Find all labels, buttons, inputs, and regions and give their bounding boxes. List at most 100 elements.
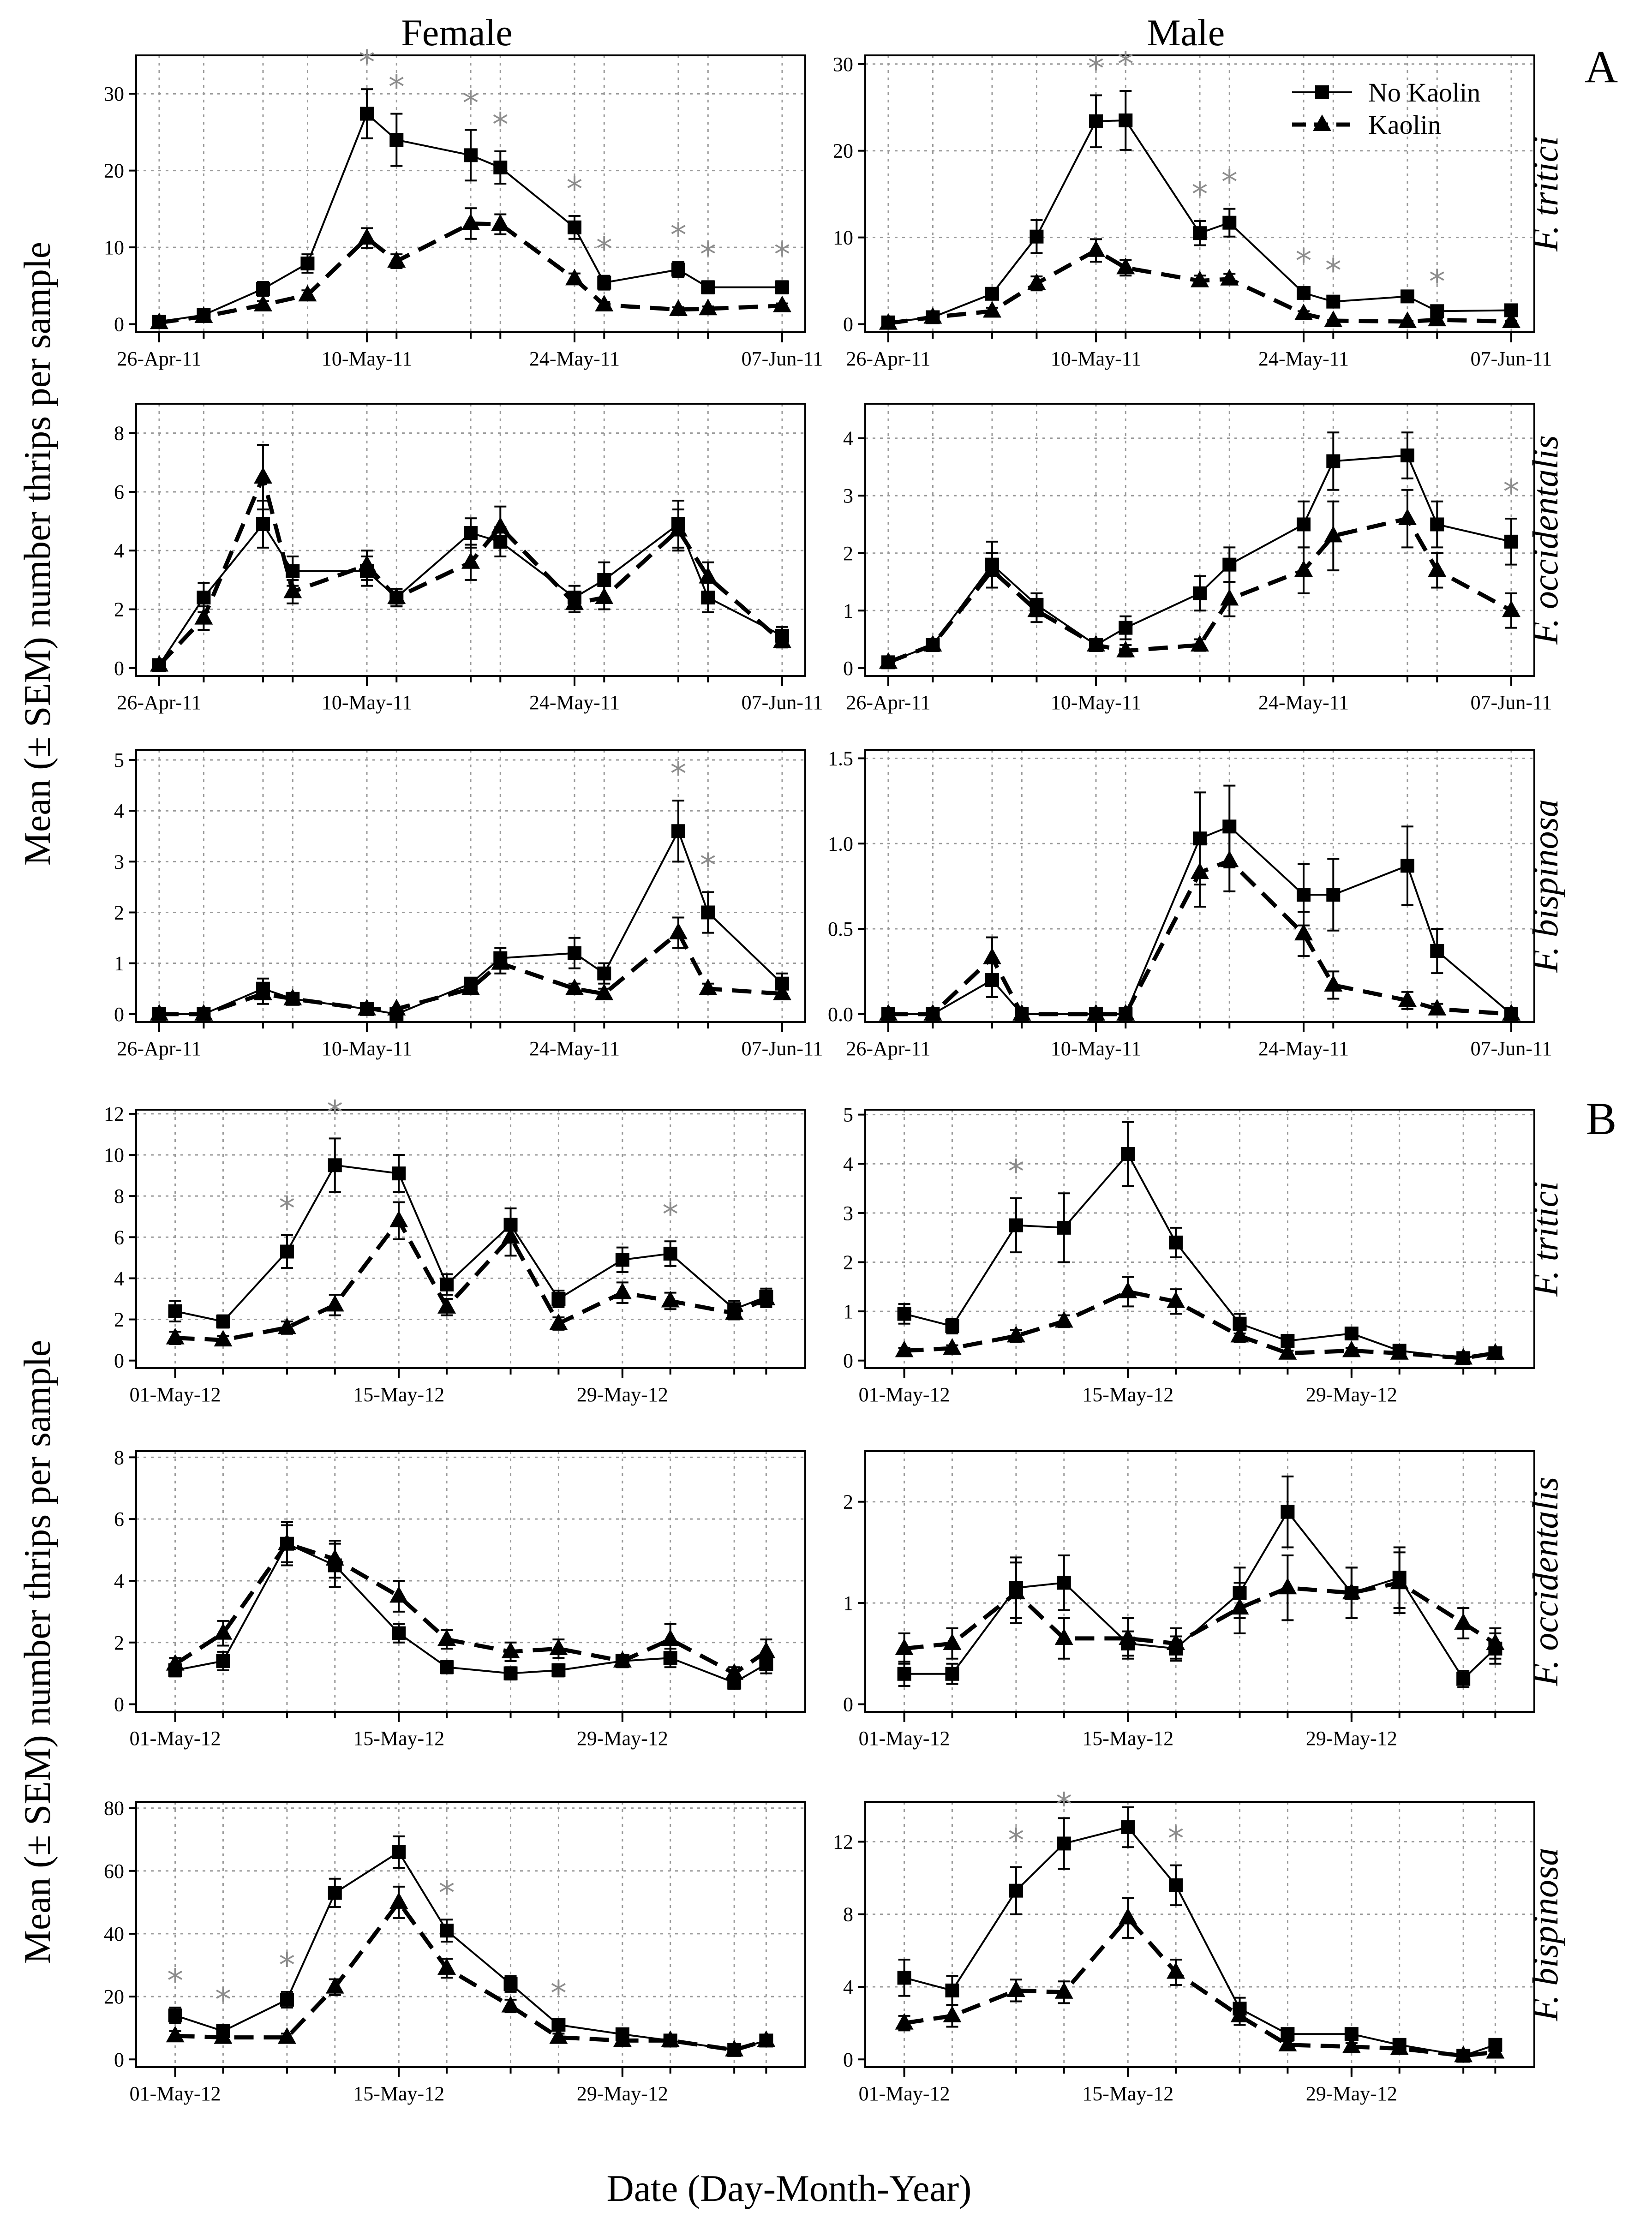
data-point-triangle xyxy=(254,467,272,484)
data-point-square xyxy=(1169,1878,1183,1892)
x-tick-label: 07-Jun-11 xyxy=(1471,691,1552,714)
series-no-kaolin xyxy=(168,1137,773,1329)
significance-asterisk: * xyxy=(279,1190,295,1227)
series-kaolin xyxy=(166,1201,776,1347)
data-point-triangle xyxy=(1087,240,1105,257)
data-point-triangle xyxy=(595,587,614,604)
data-point-triangle xyxy=(1502,1004,1520,1021)
data-point-triangle xyxy=(1220,850,1239,867)
data-point-triangle xyxy=(1324,311,1343,328)
series-kaolin xyxy=(150,916,791,1021)
data-point-triangle xyxy=(565,269,584,286)
data-point-square xyxy=(464,148,478,162)
chart-9: 0 2 4 6 8 01-May-12 15-May-12 29-May-12 xyxy=(114,1446,806,1750)
x-tick-label: 10-May-11 xyxy=(322,1037,412,1060)
data-point-square xyxy=(1504,534,1518,549)
data-point-triangle xyxy=(1398,508,1417,526)
y-tick-label: 8 xyxy=(114,1185,124,1208)
data-point-triangle xyxy=(325,1549,344,1566)
y-tick-label: 0 xyxy=(843,1350,853,1372)
data-point-square xyxy=(897,1971,911,1985)
y-tick-label: 4 xyxy=(843,427,853,450)
series-line xyxy=(175,1900,767,2052)
significance-asterisk: * xyxy=(167,1962,183,2000)
y-tick-label: 2 xyxy=(843,542,853,565)
x-tick-label: 15-May-12 xyxy=(353,1727,444,1750)
data-point-triangle xyxy=(669,922,688,939)
data-point-triangle xyxy=(983,301,1001,318)
y-tick-label: 0 xyxy=(843,2048,853,2071)
data-point-square xyxy=(1222,215,1237,230)
x-tick-label: 07-Jun-11 xyxy=(742,1037,823,1060)
data-point-triangle xyxy=(437,1629,456,1646)
x-tick-label: 29-May-12 xyxy=(1306,1727,1397,1750)
data-point-triangle xyxy=(773,295,791,312)
data-point-square xyxy=(1401,859,1414,873)
data-point-triangle xyxy=(1027,273,1046,290)
col-title-female: Female xyxy=(401,12,512,54)
data-point-square xyxy=(1169,1235,1183,1249)
data-point-square xyxy=(701,280,715,294)
x-tick-label: 10-May-11 xyxy=(1051,1037,1141,1060)
series-no-kaolin xyxy=(152,500,789,672)
series-line xyxy=(175,1219,767,1342)
data-point-square xyxy=(1119,621,1133,635)
data-point-triangle xyxy=(895,1638,914,1655)
data-point-triangle xyxy=(1167,1291,1185,1308)
chart-4: 0 1 2 3 4 26-Apr-11 10-May-11 24-May-11 07-Jun-1… xyxy=(843,403,1565,714)
data-point-triangle xyxy=(1428,310,1447,327)
data-point-square xyxy=(1326,294,1341,309)
y-tick-label: 20 xyxy=(104,160,124,182)
x-tick-label: 24-May-11 xyxy=(1258,691,1349,714)
significance-asterisk: * xyxy=(1325,251,1341,289)
data-point-square xyxy=(1401,448,1414,463)
y-tick-label: 0 xyxy=(843,657,853,680)
species-label: F. tritici xyxy=(1525,1181,1565,1297)
data-point-triangle xyxy=(1294,924,1313,941)
data-point-triangle xyxy=(1294,303,1313,320)
x-tick-label: 26-Apr-11 xyxy=(846,691,930,714)
data-point-triangle xyxy=(150,1004,168,1021)
x-tick-label: 15-May-12 xyxy=(1082,1383,1173,1406)
x-tick-label: 10-May-11 xyxy=(1051,347,1141,370)
data-point-triangle xyxy=(283,988,302,1005)
data-point-triangle xyxy=(325,1295,344,1312)
y-tick-label: 1 xyxy=(843,1300,853,1323)
data-point-triangle xyxy=(773,631,791,648)
data-point-triangle xyxy=(661,1291,680,1308)
data-point-square xyxy=(1119,113,1133,127)
data-point-triangle xyxy=(757,1288,776,1305)
y-tick-label: 8 xyxy=(114,1446,124,1469)
y-tick-label: 0 xyxy=(114,2048,124,2071)
chart-12: 0 4 8 12 01-May-12 15-May-12 29-May-12 * * * F. bi… xyxy=(833,1786,1565,2105)
plot-frame xyxy=(864,1450,1535,1713)
chart-6: 0.0 0.5 1.0 1.5 26-Apr-11 10-May-11 24-May-11 0… xyxy=(828,747,1565,1060)
data-point-triangle xyxy=(1230,2005,1249,2022)
y-tick-label: 6 xyxy=(114,481,124,503)
data-point-triangle xyxy=(1087,635,1105,652)
y-tick-label: 1 xyxy=(114,952,124,975)
data-point-triangle xyxy=(595,983,614,1000)
significance-asterisk: * xyxy=(359,43,375,81)
y-tick-label: 1 xyxy=(843,599,853,622)
y-tick-label: 30 xyxy=(833,53,853,76)
data-point-triangle xyxy=(1012,1004,1031,1021)
y-tick-label: 3 xyxy=(114,850,124,873)
data-point-square xyxy=(1456,1672,1471,1686)
series-kaolin xyxy=(166,1885,776,2057)
data-point-triangle xyxy=(1486,1343,1505,1360)
data-point-square xyxy=(985,287,999,301)
data-point-triangle xyxy=(1054,1311,1073,1328)
plot-frame xyxy=(864,1109,1535,1369)
data-point-triangle xyxy=(325,1977,344,1994)
data-point-triangle xyxy=(879,652,898,669)
data-point-triangle xyxy=(773,983,791,1000)
data-point-triangle xyxy=(1119,1281,1137,1298)
data-point-triangle xyxy=(923,1004,942,1021)
y-tick-label: 60 xyxy=(104,1860,124,1883)
data-point-triangle xyxy=(1454,1613,1473,1630)
y-tick-label: 0 xyxy=(114,657,124,680)
data-point-square xyxy=(1401,289,1414,304)
